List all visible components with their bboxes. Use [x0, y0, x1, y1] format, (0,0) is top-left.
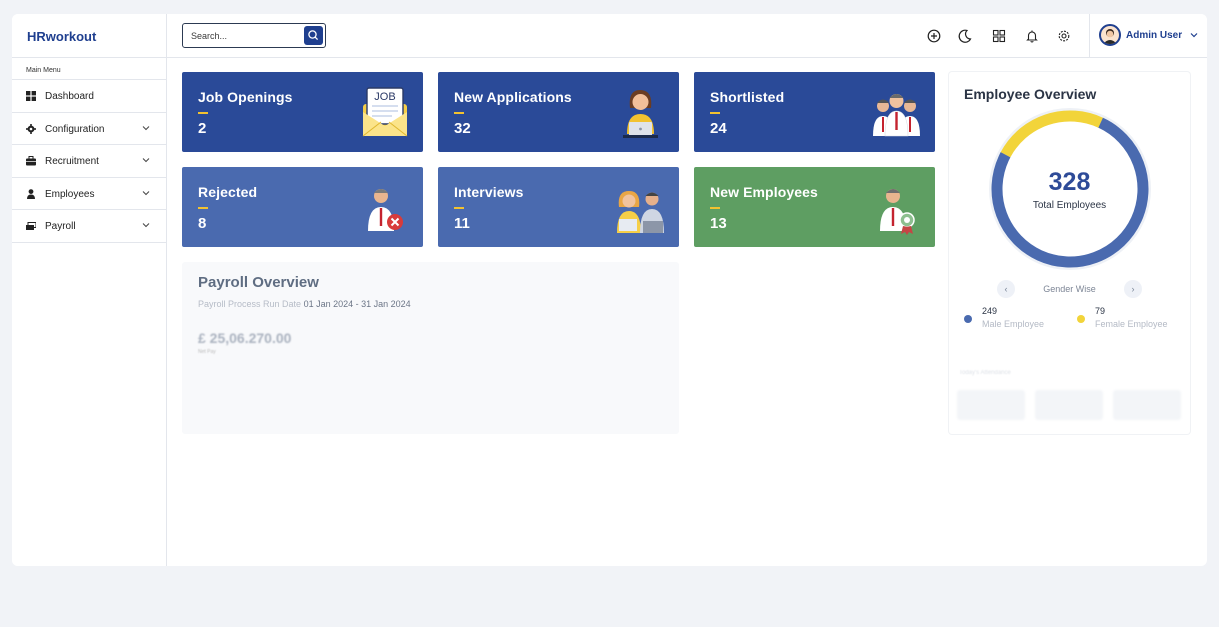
payroll-amount-label: Net Pay: [198, 349, 216, 355]
card-label: New Applications: [454, 89, 572, 105]
search-icon: [308, 30, 319, 41]
male-count: 249: [982, 306, 998, 316]
chevron-down-icon: [142, 125, 150, 130]
sidebar-item-configuration[interactable]: Configuration: [12, 113, 166, 145]
user-name: Admin User: [1126, 30, 1183, 41]
card-accent: [710, 207, 720, 209]
gear-icon: [26, 123, 36, 134]
top-bar: HRworkout: [12, 14, 1207, 58]
card-label: Interviews: [454, 184, 524, 200]
app-window: HRworkout: [12, 14, 1207, 566]
sidebar-heading: Main Menu: [12, 58, 166, 80]
avatar[interactable]: [1099, 24, 1121, 46]
total-employees-label: Total Employees: [1032, 200, 1107, 211]
card-new-applications[interactable]: New Applications 32: [438, 72, 679, 152]
card-shortlisted[interactable]: Shortlisted 24: [694, 72, 935, 152]
card-label: Job Openings: [198, 89, 293, 105]
chevron-down-icon: [142, 223, 150, 228]
card-interviews[interactable]: Interviews 11: [438, 167, 679, 247]
gender-wise-label: Gender Wise: [1043, 284, 1096, 294]
payroll-run-date-label: Payroll Process Run Date: [198, 299, 302, 309]
sidebar-item-label: Employees: [45, 188, 95, 200]
gender-next-button[interactable]: ›: [1124, 280, 1142, 298]
sidebar: Main Menu Dashboard Configuration Recrui…: [12, 58, 167, 566]
dashboard-icon: [26, 91, 36, 101]
interview-people-icon: [617, 191, 664, 233]
rejected-person-icon: [368, 189, 403, 231]
sidebar-item-label: Payroll: [45, 221, 76, 232]
brand-logo[interactable]: HRworkout: [12, 14, 167, 58]
card-value: 2: [198, 120, 207, 137]
chevron-down-icon: [142, 158, 150, 163]
card-job-openings[interactable]: Job Openings 2 JOB: [182, 72, 423, 152]
sidebar-item-label: Configuration: [45, 123, 105, 135]
card-rejected[interactable]: Rejected 8: [182, 167, 423, 247]
chevron-down-icon: [142, 190, 150, 195]
user-icon: [27, 188, 35, 199]
card-accent: [454, 112, 464, 114]
gender-prev-button[interactable]: ‹: [997, 280, 1015, 298]
user-avatar-icon: [1103, 29, 1117, 44]
chevron-left-icon: ‹: [1004, 284, 1008, 294]
payroll-run-date-value: 01 Jan 2024 - 31 Jan 2024: [303, 299, 411, 309]
employee-overview-title: Employee Overview: [964, 86, 1097, 102]
card-value: 8: [198, 215, 207, 232]
total-employees-value: 328: [1048, 168, 1091, 196]
male-label: Male Employee: [982, 319, 1045, 329]
sidebar-item-recruitment[interactable]: Recruitment: [12, 145, 166, 178]
money-icon: [26, 222, 36, 230]
card-accent: [198, 207, 208, 209]
female-legend-dot: [1077, 315, 1085, 323]
card-label: New Employees: [710, 184, 818, 200]
payroll-amount: £ 25,06.270.00: [198, 330, 292, 346]
search-input[interactable]: [191, 27, 301, 44]
grid-icon[interactable]: [991, 28, 1007, 44]
card-value: 24: [710, 120, 727, 137]
chevron-down-icon: [1190, 33, 1198, 38]
card-accent: [198, 112, 208, 114]
female-label: Female Employee: [1095, 319, 1168, 329]
search-button[interactable]: [304, 26, 323, 45]
card-label: Shortlisted: [710, 89, 785, 105]
card-value: 13: [710, 215, 727, 232]
employee-overview-panel: Employee Overview 328 Total Employees ‹ …: [949, 72, 1190, 434]
briefcase-icon: [26, 156, 36, 166]
payroll-overview-panel: Payroll Overview Payroll Process Run Dat…: [182, 262, 679, 434]
sidebar-item-label: Recruitment: [45, 156, 99, 167]
sidebar-item-label: Dashboard: [45, 91, 94, 102]
job-envelope-icon: JOB: [362, 87, 408, 137]
card-label: Rejected: [198, 184, 258, 200]
plus-circle-icon[interactable]: [926, 28, 942, 44]
group-people-icon: [873, 94, 920, 137]
sidebar-item-dashboard[interactable]: Dashboard: [12, 80, 166, 113]
sidebar-item-employees[interactable]: Employees: [12, 178, 166, 210]
payroll-run-date: Payroll Process Run Date 01 Jan 2024 - 3…: [198, 299, 411, 309]
chevron-right-icon: ›: [1131, 284, 1135, 294]
card-accent: [454, 207, 464, 209]
sidebar-item-payroll[interactable]: Payroll: [12, 210, 166, 243]
moon-icon[interactable]: [957, 28, 973, 44]
payroll-title: Payroll Overview: [198, 274, 319, 291]
attendance-absent-box: [1035, 390, 1103, 420]
card-accent: [710, 112, 720, 114]
male-legend-dot: [964, 315, 972, 323]
card-value: 32: [454, 120, 471, 137]
svg-text:JOB: JOB: [374, 91, 395, 103]
employee-donut-chart: [989, 108, 1151, 270]
attendance-present-box: [957, 390, 1025, 420]
applicant-laptop-icon: [623, 90, 658, 138]
card-new-employees[interactable]: New Employees 13: [694, 167, 935, 247]
new-employee-badge-icon: [880, 189, 915, 235]
attendance-leave-box: [1113, 390, 1181, 420]
card-value: 11: [454, 215, 470, 232]
female-count: 79: [1095, 306, 1106, 316]
search-box: [182, 23, 326, 48]
attendance-heading: Today's Attendance: [959, 370, 1011, 376]
gear-icon[interactable]: [1056, 28, 1072, 44]
user-menu[interactable]: Admin User: [1089, 14, 1207, 58]
bell-icon[interactable]: [1024, 28, 1040, 44]
